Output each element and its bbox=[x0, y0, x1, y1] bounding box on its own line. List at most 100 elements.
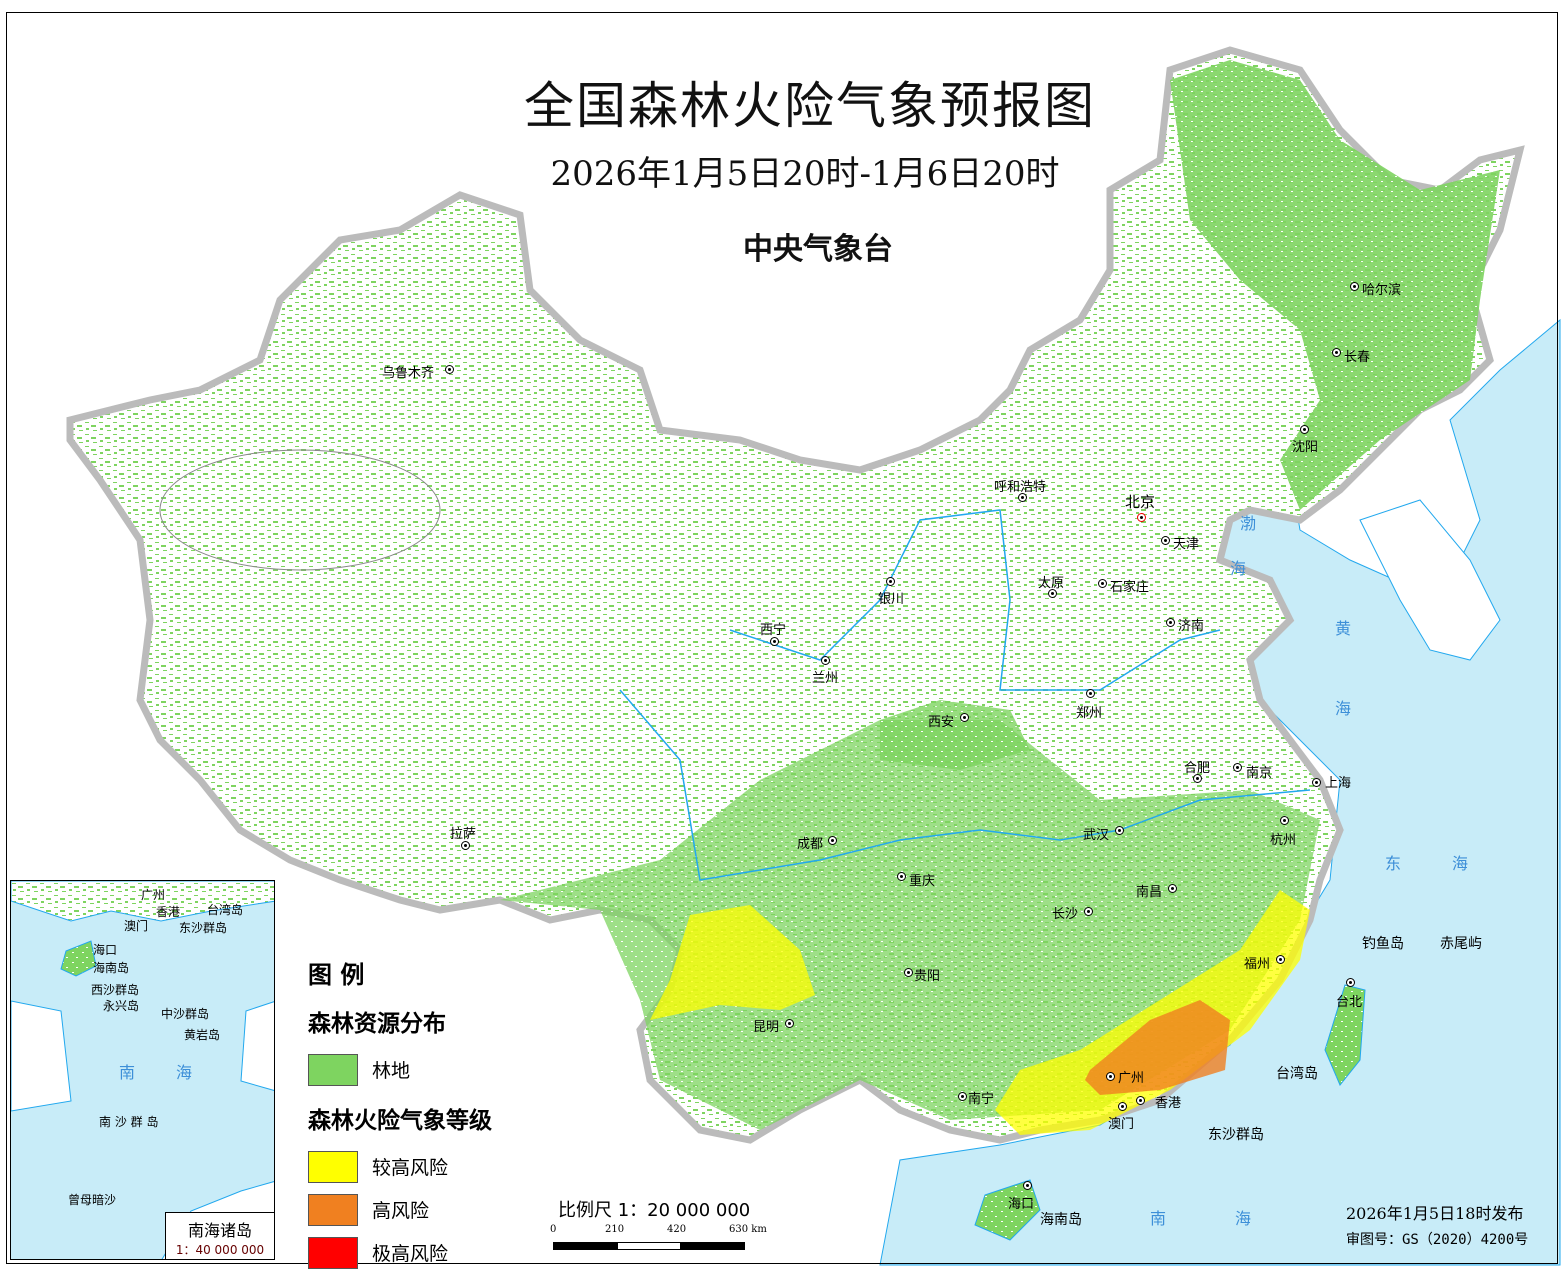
issue-time: 2026年1月5日18时发布 bbox=[1346, 1204, 1524, 1223]
city-marker bbox=[960, 713, 969, 722]
city-label: 呼和浩特 bbox=[994, 480, 1047, 495]
city-marker bbox=[821, 656, 830, 665]
inset-label: 东沙群岛 bbox=[179, 921, 228, 935]
legend-label: 极高风险 bbox=[372, 1243, 449, 1265]
place-label: 海南岛 bbox=[1040, 1212, 1082, 1228]
sea-label: 海 bbox=[1335, 699, 1352, 718]
city-label: 天津 bbox=[1173, 537, 1200, 552]
city-marker bbox=[1023, 1181, 1032, 1190]
city-marker bbox=[1350, 282, 1359, 291]
city-marker bbox=[1086, 689, 1095, 698]
inset-sea-label: 海 bbox=[176, 1063, 193, 1082]
city-label: 西宁 bbox=[760, 623, 787, 638]
scale-tick: 0 bbox=[550, 1224, 557, 1235]
inset-label: 广州 bbox=[141, 888, 166, 902]
city-marker bbox=[958, 1092, 967, 1101]
city-label: 贵阳 bbox=[914, 969, 941, 984]
forest-northeast bbox=[1170, 60, 1500, 510]
scale-tick: 630 km bbox=[729, 1224, 767, 1235]
city-label: 拉萨 bbox=[450, 827, 477, 842]
city-label: 上海 bbox=[1325, 776, 1352, 791]
inset-label: 香港 bbox=[156, 905, 181, 919]
city-label: 广州 bbox=[1118, 1071, 1145, 1086]
korea-land bbox=[1359, 499, 1501, 661]
legend-title: 图 例 bbox=[308, 961, 365, 989]
legend-item-risk: 高风险 bbox=[308, 1188, 492, 1231]
city-label: 澳门 bbox=[1108, 1117, 1135, 1132]
place-label: 钓鱼岛 bbox=[1362, 936, 1404, 952]
scale-tick: 210 bbox=[605, 1224, 625, 1235]
city-label: 兰州 bbox=[812, 671, 839, 686]
city-label: 西安 bbox=[928, 715, 955, 730]
scale-label: 比例尺 1：20 000 000 bbox=[558, 1200, 751, 1221]
sea-label: 渤 bbox=[1240, 514, 1257, 533]
scale-tick: 420 bbox=[667, 1224, 687, 1235]
legend-label: 较高风险 bbox=[372, 1157, 449, 1179]
risk-swatch-red bbox=[308, 1236, 358, 1269]
city-marker bbox=[1048, 589, 1057, 598]
city-label: 长春 bbox=[1344, 350, 1371, 365]
inset-label: 南 沙 群 岛 bbox=[99, 1115, 159, 1129]
city-marker bbox=[1018, 493, 1027, 502]
city-label: 昆明 bbox=[753, 1020, 780, 1035]
sea-label: 海 bbox=[1235, 1209, 1252, 1228]
city-label: 长沙 bbox=[1052, 907, 1079, 922]
capital-star-icon bbox=[1137, 513, 1146, 522]
inset-label: 台湾岛 bbox=[207, 903, 244, 917]
legend-label: 高风险 bbox=[372, 1200, 430, 1222]
sea-label: 海 bbox=[1452, 854, 1469, 873]
inset-label: 澳门 bbox=[124, 919, 149, 933]
risk-zone-yunnan bbox=[650, 905, 815, 1020]
south-china-sea-inset: 广州 香港 澳门 台湾岛 东沙群岛 海口 海南岛 西沙群岛 永兴岛 中沙群岛 黄… bbox=[10, 880, 275, 1260]
inset-label: 中沙群岛 bbox=[161, 1007, 210, 1021]
map-title: 全国森林火险气象预报图 bbox=[524, 77, 1096, 135]
map-approval-number: 审图号：GS（2020）4200号 bbox=[1346, 1232, 1529, 1248]
inset-scale: 1：40 000 000 bbox=[175, 1243, 265, 1257]
forecast-period: 2026年1月5日20时-1月6日20时 bbox=[550, 154, 1060, 194]
risk-swatch-yellow bbox=[308, 1150, 358, 1183]
inset-land bbox=[11, 881, 274, 1259]
sea-label: 黄 bbox=[1335, 619, 1352, 638]
yellow-river bbox=[729, 509, 1221, 691]
forest-swatch bbox=[308, 1053, 358, 1086]
inset-label: 曾母暗沙 bbox=[68, 1193, 117, 1207]
city-label: 海口 bbox=[1008, 1197, 1035, 1212]
city-marker bbox=[886, 577, 895, 586]
city-label: 成都 bbox=[797, 837, 824, 852]
city-marker bbox=[1332, 348, 1341, 357]
inset-sea-label: 南 bbox=[119, 1063, 136, 1082]
city-label: 南宁 bbox=[968, 1092, 995, 1107]
city-label: 武汉 bbox=[1083, 828, 1110, 843]
map-frame bbox=[6, 12, 1558, 1264]
city-label: 银川 bbox=[878, 592, 905, 607]
city-label: 重庆 bbox=[909, 874, 936, 889]
hainan-island bbox=[974, 1179, 1041, 1241]
city-label: 石家庄 bbox=[1110, 580, 1150, 595]
city-marker bbox=[770, 637, 779, 646]
city-marker bbox=[1106, 1072, 1115, 1081]
city-marker bbox=[1346, 978, 1355, 987]
legend-item-risk: 较高风险 bbox=[308, 1145, 492, 1188]
city-marker bbox=[1166, 618, 1175, 627]
city-marker bbox=[1280, 816, 1289, 825]
place-label: 赤尾屿 bbox=[1440, 936, 1482, 952]
city-label: 南昌 bbox=[1136, 885, 1163, 900]
risk-zone-southeast bbox=[995, 890, 1310, 1135]
city-label: 杭州 bbox=[1270, 833, 1297, 848]
tarim-basin-outline bbox=[159, 449, 441, 571]
sea-label: 南 bbox=[1150, 1209, 1167, 1228]
place-label: 台湾岛 bbox=[1276, 1066, 1318, 1082]
city-marker bbox=[1084, 907, 1093, 916]
yangtze-river bbox=[619, 689, 1311, 881]
city-label: 济南 bbox=[1178, 619, 1205, 634]
city-marker bbox=[897, 872, 906, 881]
sea-label: 海 bbox=[1230, 559, 1247, 578]
issuer: 中央气象台 bbox=[743, 232, 893, 267]
city-label: 郑州 bbox=[1076, 706, 1103, 721]
city-label: 南京 bbox=[1246, 766, 1273, 781]
city-label: 香港 bbox=[1155, 1096, 1182, 1111]
legend-forest-section: 森林资源分布 bbox=[308, 1011, 446, 1037]
city-marker bbox=[1098, 579, 1107, 588]
city-marker bbox=[1193, 774, 1202, 783]
